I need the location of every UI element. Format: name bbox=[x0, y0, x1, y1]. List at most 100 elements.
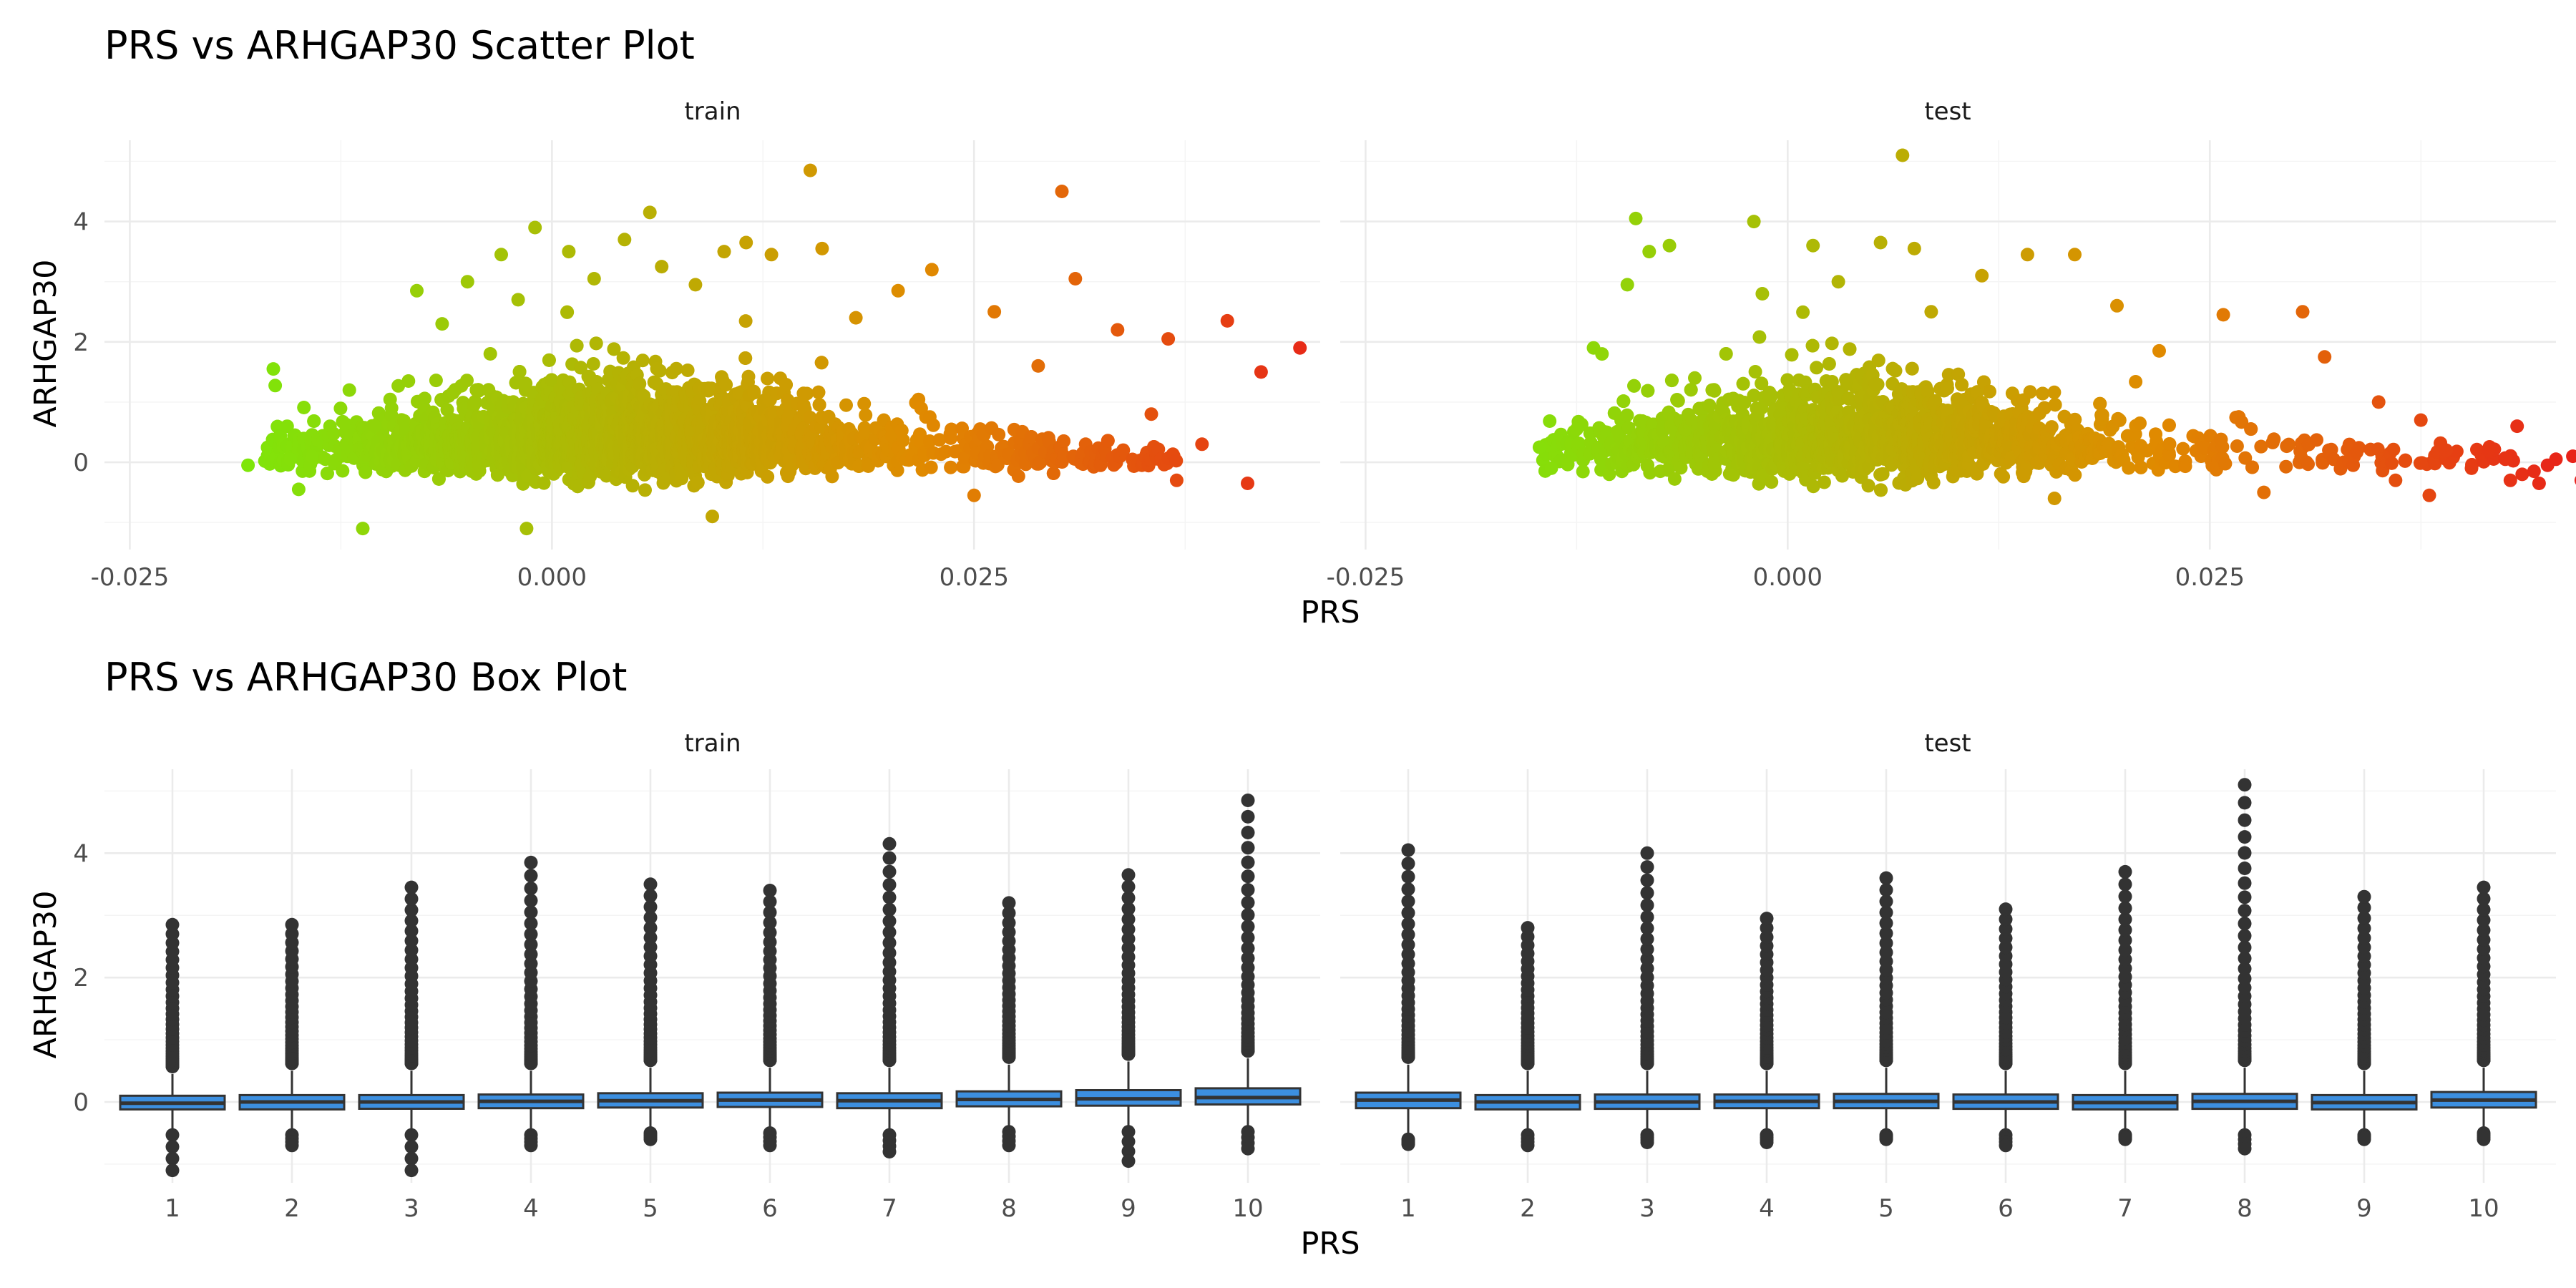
scatter-point bbox=[761, 371, 774, 386]
scatter-point bbox=[924, 460, 938, 474]
scatter-point bbox=[429, 374, 443, 388]
scatter-point bbox=[653, 364, 667, 378]
scatter-point bbox=[431, 472, 446, 486]
scatter-point bbox=[1870, 377, 1885, 391]
scatter-point bbox=[1719, 347, 1733, 361]
scatter-point bbox=[859, 408, 873, 422]
scatter-point bbox=[967, 488, 981, 502]
scatter-point bbox=[1765, 389, 1779, 403]
scatter-point bbox=[401, 374, 416, 388]
scatter-point bbox=[490, 468, 504, 482]
scatter-point bbox=[761, 469, 775, 484]
scatter-title: PRS vs ARHGAP30 Scatter Plot bbox=[104, 23, 695, 68]
scatter-point bbox=[1888, 364, 1903, 378]
scatter-point bbox=[570, 338, 584, 353]
scatter-point bbox=[688, 278, 703, 292]
scatter-point bbox=[528, 220, 542, 235]
scatter-point bbox=[669, 361, 683, 376]
scatter-point bbox=[1616, 394, 1631, 409]
scatter-point bbox=[1736, 376, 1750, 391]
scatter-point bbox=[779, 378, 793, 392]
scatter-point bbox=[924, 263, 939, 277]
scatter-point bbox=[800, 386, 814, 401]
scatter-point bbox=[560, 305, 575, 319]
scatter-point bbox=[815, 241, 829, 255]
scatter-point bbox=[297, 401, 311, 414]
scatter-point bbox=[1055, 185, 1069, 198]
scatter-point bbox=[440, 403, 454, 417]
scatter-point bbox=[1843, 342, 1857, 356]
scatter-point bbox=[849, 311, 863, 325]
scatter-point bbox=[643, 205, 657, 220]
scatter-point bbox=[587, 272, 601, 286]
scatter-point bbox=[891, 283, 905, 298]
scatter-point bbox=[266, 362, 280, 376]
scatter-point bbox=[1620, 408, 1634, 422]
scatter-point bbox=[291, 482, 306, 497]
scatter-point bbox=[1031, 358, 1045, 373]
scatter-point bbox=[1861, 479, 1875, 493]
scatter-point bbox=[1871, 353, 1885, 368]
scatter-point bbox=[472, 384, 486, 398]
scatter-point bbox=[812, 398, 826, 412]
scatter-point bbox=[1785, 348, 1799, 362]
scatter-point bbox=[586, 357, 600, 371]
scatter-point bbox=[336, 464, 350, 478]
scatter-point bbox=[655, 260, 669, 274]
scatter-point bbox=[519, 522, 534, 536]
scatter-point bbox=[469, 396, 482, 409]
scatter-point bbox=[435, 317, 449, 331]
scatter-point bbox=[896, 433, 910, 447]
scatter-point bbox=[1195, 437, 1209, 452]
scatter-point bbox=[926, 418, 940, 432]
scatter-point bbox=[811, 385, 826, 399]
scatter-point bbox=[1068, 272, 1083, 286]
scatter-point bbox=[562, 245, 576, 259]
scatter-plot: PRS vs ARHGAP30 Scatter Plot train test … bbox=[28, 23, 2576, 630]
scatter-point bbox=[410, 283, 424, 298]
scatter-point bbox=[717, 245, 731, 259]
scatter-point bbox=[1101, 434, 1115, 448]
scatter-point bbox=[814, 356, 829, 370]
scatter-point bbox=[1805, 338, 1820, 353]
scatter-point bbox=[305, 449, 319, 464]
scatter-point bbox=[338, 417, 353, 431]
scatter-point bbox=[1144, 407, 1158, 421]
scatter-point bbox=[1169, 454, 1184, 468]
scatter-point bbox=[1641, 384, 1655, 398]
scatter-point bbox=[511, 293, 525, 307]
scatter-point bbox=[1111, 323, 1125, 337]
scatter-point bbox=[418, 391, 431, 406]
scatter-point bbox=[706, 509, 719, 524]
scatter-strip-test: test bbox=[1924, 97, 1971, 126]
scatter-point bbox=[944, 460, 958, 474]
scatter-point bbox=[509, 376, 523, 390]
scatter-point bbox=[1874, 483, 1888, 497]
scatter-point bbox=[368, 419, 382, 434]
scatter-point bbox=[1627, 379, 1641, 393]
scatter-point bbox=[1684, 383, 1698, 397]
scatter-point bbox=[741, 369, 756, 384]
scatter-point bbox=[638, 483, 652, 497]
scatter-point bbox=[1817, 475, 1831, 489]
scatter-point bbox=[1825, 336, 1839, 351]
scatter-point bbox=[333, 401, 348, 416]
scatter-point bbox=[607, 342, 621, 356]
scatter-point bbox=[589, 336, 603, 351]
scatter-point bbox=[460, 374, 474, 388]
scatter-point bbox=[512, 365, 527, 379]
scatter-point bbox=[764, 248, 779, 262]
scatter-point bbox=[691, 475, 705, 489]
scatter-point bbox=[1752, 330, 1767, 344]
scatter-point bbox=[1796, 305, 1810, 319]
scatter-point bbox=[1707, 384, 1722, 398]
scatter-point bbox=[307, 414, 321, 428]
scatter-test-grid bbox=[1340, 140, 2556, 550]
scatter-point bbox=[1254, 365, 1268, 379]
scatter-point bbox=[1765, 475, 1779, 489]
scatter-point bbox=[1220, 313, 1234, 328]
scatter-point bbox=[1241, 477, 1254, 490]
scatter-point bbox=[1169, 473, 1184, 487]
